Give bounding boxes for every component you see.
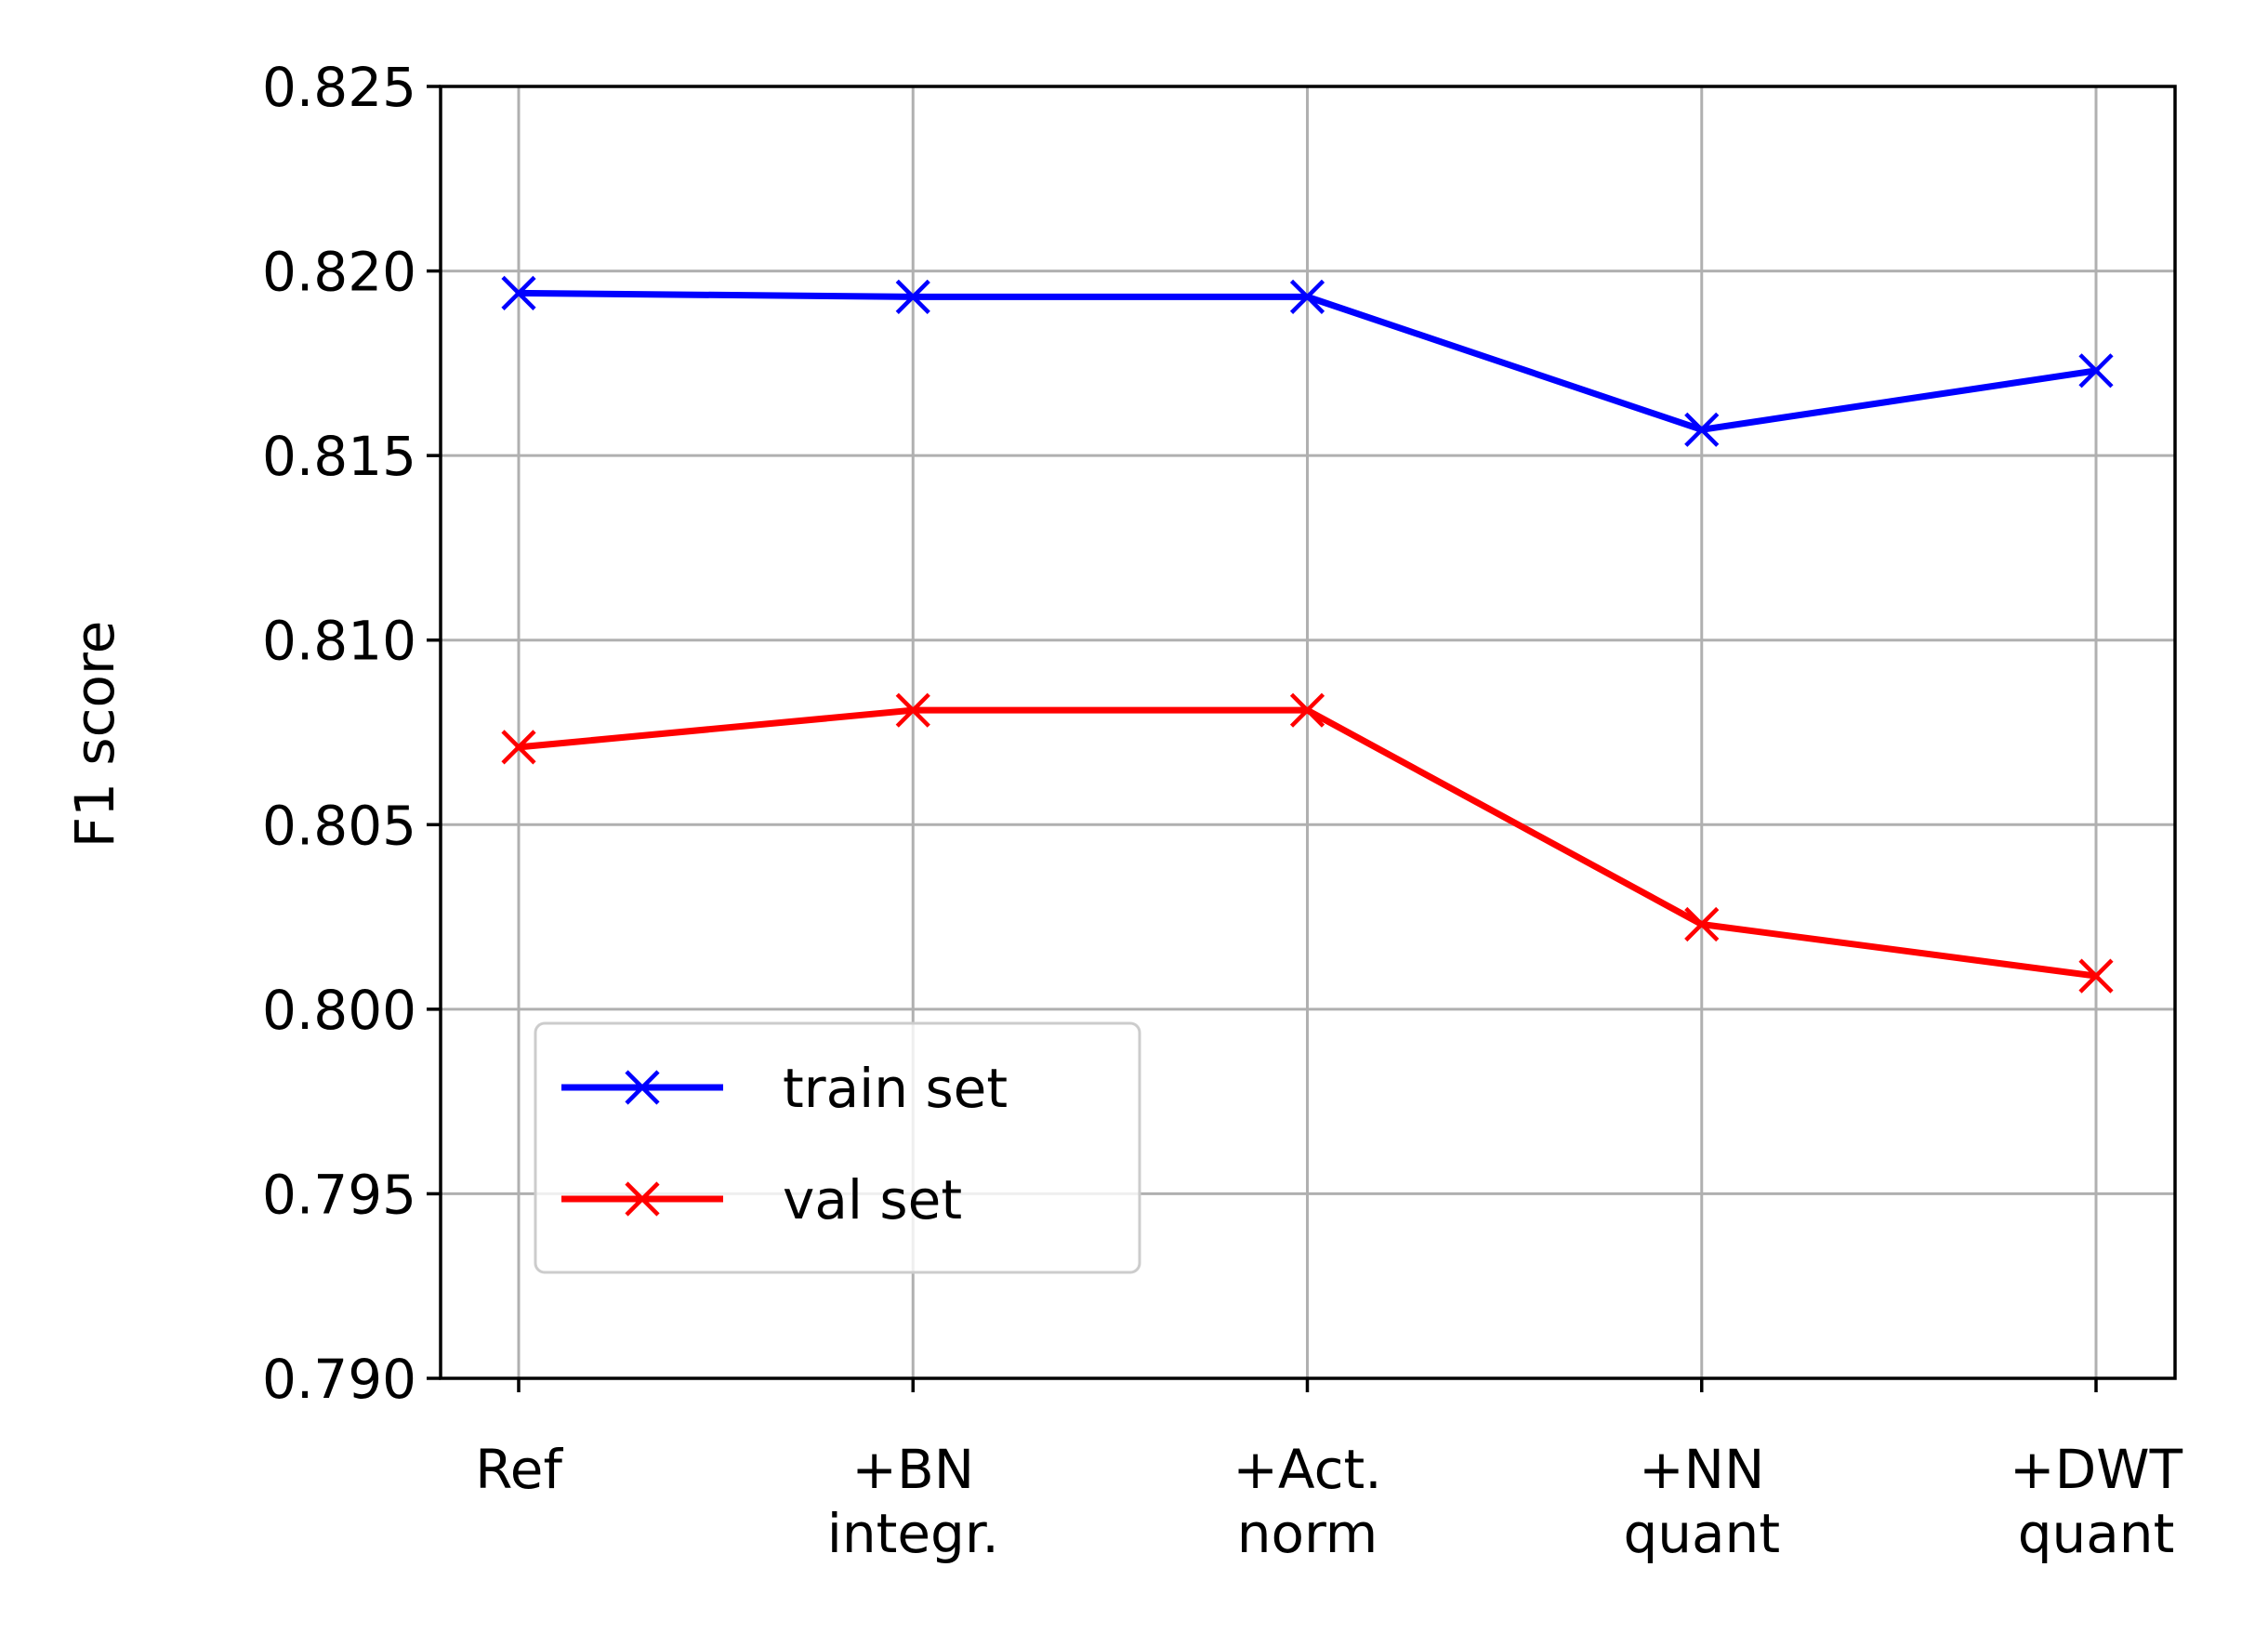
y-tick-label: 0.815 xyxy=(262,425,416,488)
y-tick-label: 0.805 xyxy=(262,794,416,857)
y-tick-label: 0.795 xyxy=(262,1163,416,1226)
y-tick-label: 0.810 xyxy=(262,610,416,673)
legend-marker xyxy=(625,1070,660,1105)
x-tick-label: +DWT xyxy=(2010,1438,2183,1501)
x-tick-label: quant xyxy=(2018,1502,2175,1565)
data-point-marker xyxy=(1684,412,1720,447)
y-tick-label: 0.800 xyxy=(262,979,416,1042)
data-point-marker xyxy=(895,692,930,728)
legend: train set val set xyxy=(534,1021,1141,1274)
x-tick-label: Ref xyxy=(475,1438,563,1501)
legend-label: train set xyxy=(783,1057,1008,1120)
y-axis-label: F1 score xyxy=(63,621,126,849)
legend-label: val set xyxy=(783,1168,962,1231)
x-tick-label: +BN xyxy=(851,1438,974,1501)
x-tick-label: +Act. xyxy=(1233,1438,1381,1501)
series-layer xyxy=(501,275,2114,994)
data-point-marker xyxy=(1684,906,1720,942)
data-point-marker xyxy=(2078,958,2114,994)
data-point-marker xyxy=(501,275,536,310)
data-point-marker xyxy=(1289,279,1325,314)
data-point-marker xyxy=(1289,692,1325,728)
x-tick-label: +NN xyxy=(1639,1438,1764,1501)
data-point-marker xyxy=(895,279,930,314)
y-tick-label: 0.825 xyxy=(262,56,416,119)
y-tick-label: 0.820 xyxy=(262,241,416,304)
data-point-marker xyxy=(501,730,536,765)
axes: 0.790 0.795 0.800 0.805 0.810 0.815 0.820 0.825… xyxy=(262,56,2183,1565)
y-tick-label: 0.790 xyxy=(262,1348,416,1411)
legend-marker xyxy=(625,1181,660,1217)
x-tick-label: integr. xyxy=(827,1502,999,1565)
x-tick-label: quant xyxy=(1623,1502,1780,1565)
data-point-marker xyxy=(2078,353,2114,388)
x-tick-label: norm xyxy=(1237,1502,1378,1565)
